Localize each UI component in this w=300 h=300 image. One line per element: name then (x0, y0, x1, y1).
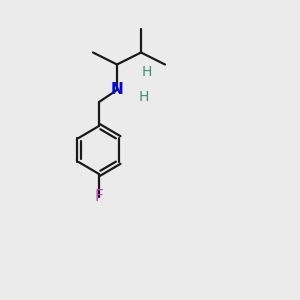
Text: H: H (142, 65, 152, 79)
Text: H: H (139, 90, 149, 104)
Text: F: F (94, 189, 103, 204)
Text: N: N (111, 82, 123, 98)
